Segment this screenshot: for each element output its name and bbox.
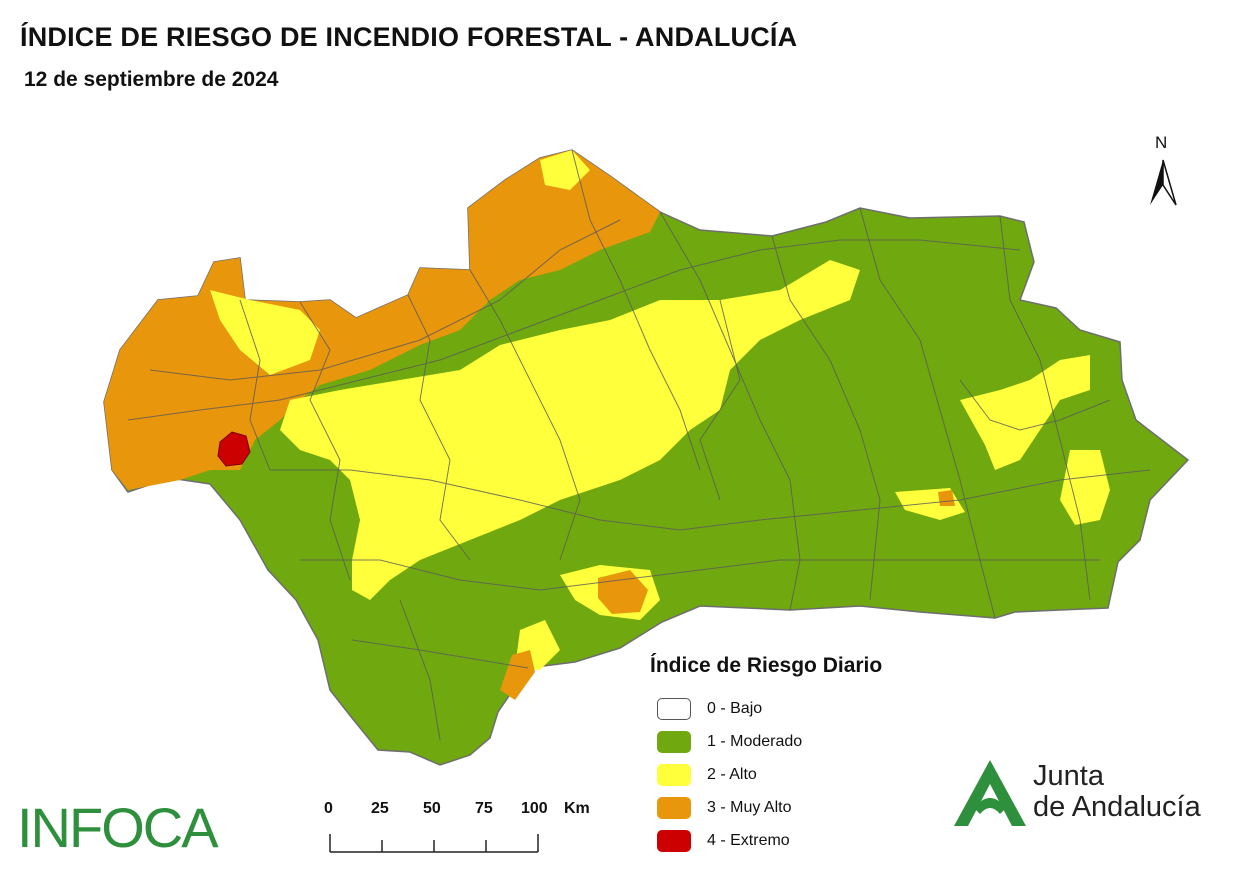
region-muy-alto-west: [104, 258, 490, 490]
legend-label: 2 - Alto: [707, 765, 757, 783]
legend-item-bajo: 0 - Bajo: [650, 692, 882, 725]
region-alto-north: [540, 150, 590, 190]
legend-item-muy-alto: 3 - Muy Alto: [650, 791, 882, 824]
legend-item-alto: 2 - Alto: [650, 758, 882, 791]
legend-swatch: [657, 697, 691, 720]
region-muy-alto-malaga: [500, 650, 535, 700]
map-date: 12 de septiembre de 2024: [24, 68, 279, 91]
boundary-lines: [127, 149, 1151, 741]
legend-swatch: [657, 796, 691, 819]
scale-label: 50: [423, 800, 441, 817]
legend-label: 3 - Muy Alto: [707, 798, 792, 816]
legend-label: 1 - Moderado: [707, 732, 803, 750]
scale-ruler: [329, 834, 539, 853]
north-arrow-icon: [1150, 159, 1177, 206]
legend-swatch: [657, 829, 691, 852]
legend: Índice de Riesgo Diario 0 - Bajo 1 - Mod…: [650, 654, 882, 857]
infoca-logo: INFOCA: [17, 796, 219, 859]
scale-label: 100: [521, 800, 548, 817]
scale-label: 75: [475, 800, 493, 817]
legend-item-moderado: 1 - Moderado: [650, 725, 882, 758]
scale-label: 0: [324, 800, 333, 817]
junta-text-line1: Junta: [1033, 760, 1104, 792]
region-alto-east: [960, 355, 1090, 470]
region-alto-east2: [1060, 450, 1110, 525]
legend-item-extremo: 4 - Extremo: [650, 824, 882, 857]
legend-swatch: [657, 730, 691, 753]
region-muy-alto-north: [468, 150, 660, 300]
scale-unit: Km: [564, 800, 590, 817]
legend-label: 0 - Bajo: [707, 699, 763, 717]
region-extremo: [217, 431, 251, 467]
scale-label: 25: [371, 800, 389, 817]
junta-text-line2: de Andalucía: [1033, 791, 1201, 823]
map-title: ÍNDICE DE RIESGO DE INCENDIO FORESTAL - …: [20, 22, 798, 52]
legend-title: Índice de Riesgo Diario: [650, 654, 883, 677]
scale-bar: 0 25 50 75 100 Km: [318, 800, 618, 860]
region-alto-center: [280, 260, 860, 600]
junta-andalucia-logo-icon: [954, 760, 1026, 826]
legend-swatch: [657, 763, 691, 786]
legend-label: 4 - Extremo: [707, 831, 790, 849]
north-label: N: [1155, 133, 1168, 152]
region-alto-west: [210, 290, 320, 375]
